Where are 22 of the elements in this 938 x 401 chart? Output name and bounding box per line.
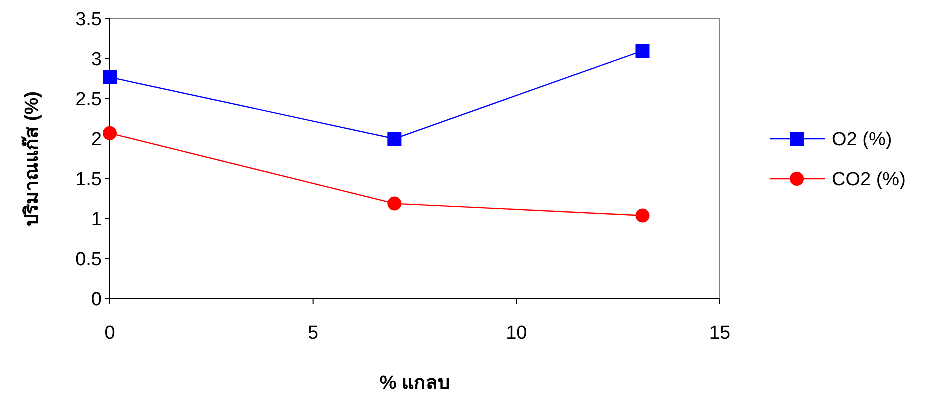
- point: [103, 126, 117, 140]
- point: [636, 208, 650, 223]
- point: [388, 132, 402, 146]
- y-tick-label: 1: [91, 210, 102, 231]
- x-tick-label: 15: [709, 323, 731, 344]
- x-tick-label: 0: [104, 323, 116, 344]
- y-tick-label: 2.5: [76, 90, 102, 111]
- y-tick-label: 3: [91, 50, 102, 71]
- point: [636, 44, 650, 58]
- y-tick-label: 2: [91, 130, 102, 151]
- y-axis-title: ปริมาณแก๊ส (%): [21, 92, 43, 226]
- y-tick-label: 0.5: [76, 250, 102, 271]
- legend-label: CO2 (%): [832, 170, 906, 191]
- x-axis-title: % แกลบ: [380, 373, 450, 394]
- x-tick-label: 10: [506, 323, 528, 344]
- legend-label: O2 (%): [832, 130, 892, 151]
- y-tick-label: 3.5: [76, 10, 102, 31]
- y-tick-label: 0: [91, 290, 102, 311]
- point: [103, 70, 117, 84]
- y-tick-label: 1.5: [76, 170, 102, 191]
- x-tick-label: 5: [308, 323, 319, 344]
- point: [388, 196, 402, 211]
